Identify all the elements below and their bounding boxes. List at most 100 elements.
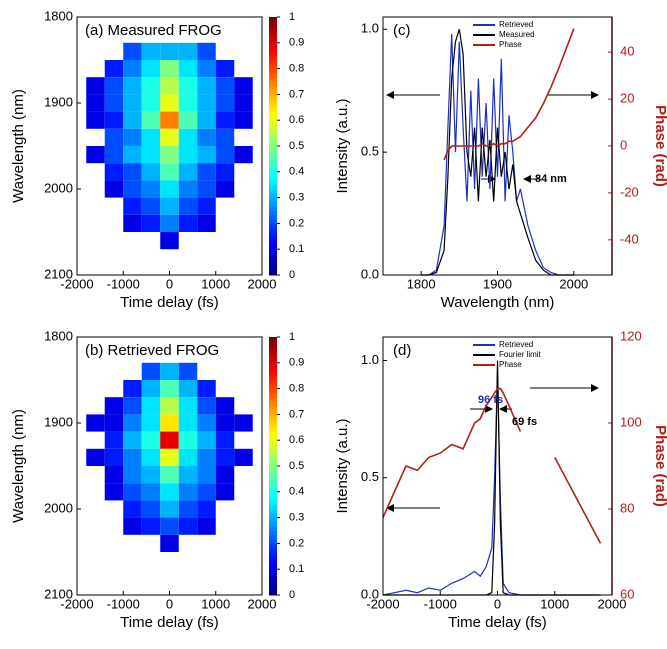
- heat-cell: [123, 500, 142, 518]
- colorbar-label: 0.8: [289, 383, 304, 395]
- heat-cell: [123, 128, 142, 146]
- colorbar-label: 0.1: [289, 563, 304, 575]
- colorbar-segment: [269, 266, 277, 272]
- heat-cell: [141, 448, 161, 466]
- colorbar-segment: [269, 115, 277, 121]
- heat-cell: [104, 77, 124, 95]
- colorbar-segment: [269, 435, 277, 441]
- heat-cell: [141, 362, 161, 380]
- heat-cell: [178, 414, 198, 432]
- colorbar-segment: [269, 133, 277, 138]
- colorbar-label: 0.9: [289, 357, 304, 369]
- colorbar-segment: [269, 513, 277, 519]
- colorbar-segment: [269, 150, 277, 156]
- x-axis-label: Time delay (fs): [120, 294, 219, 311]
- heat-cell: [160, 232, 179, 250]
- heat-cell: [123, 42, 142, 60]
- heat-cell: [141, 414, 161, 432]
- y-tick-label: 1900: [44, 94, 73, 109]
- colorbar-segment: [269, 500, 277, 506]
- heat-cell: [86, 111, 105, 129]
- colorbar-segment: [269, 240, 277, 246]
- colorbar-segment: [269, 371, 277, 377]
- annotation: 84 nm: [535, 173, 567, 185]
- heat-cell: [197, 483, 216, 501]
- colorbar-segment: [269, 444, 277, 450]
- y-axis-label: Intensity (a.u.): [334, 98, 351, 193]
- heat-cell: [178, 146, 198, 164]
- heat-cell: [104, 163, 124, 181]
- colorbar-segment: [269, 504, 277, 510]
- y-tick-label: 1800: [44, 8, 73, 23]
- y-axis-label: Intensity (a.u.): [334, 418, 351, 513]
- y-tick-label: 0.0: [361, 266, 379, 281]
- colorbar-label: 0: [289, 269, 295, 281]
- series-line: [382, 387, 602, 544]
- colorbar-segment: [269, 337, 277, 342]
- y2-tick-label: 120: [620, 328, 642, 343]
- colorbar-label: 0.8: [289, 63, 304, 75]
- colorbar-segment: [269, 367, 277, 372]
- x-tick-label: 1000: [201, 276, 230, 291]
- heat-cell: [160, 380, 179, 398]
- heat-cell: [197, 77, 216, 95]
- y2-tick-label: 60: [620, 586, 634, 601]
- heat-cell: [197, 180, 216, 198]
- annotation: 69 fs: [512, 416, 537, 428]
- heat-cell: [104, 397, 124, 415]
- colorbar-segment: [269, 81, 277, 87]
- colorbar-segment: [269, 380, 277, 385]
- panel-title: (c): [393, 22, 411, 39]
- series-line: [421, 34, 574, 276]
- heat-cell: [86, 448, 105, 466]
- heat-cell: [197, 397, 216, 415]
- colorbar-segment: [269, 487, 277, 493]
- heat-cell: [123, 380, 142, 398]
- heat-cell: [123, 466, 142, 484]
- heat-cell: [104, 128, 124, 146]
- y2-tick-label: 80: [620, 500, 634, 515]
- colorbar-label: 1: [289, 331, 295, 343]
- heat-cell: [160, 146, 179, 164]
- series-line: [421, 29, 574, 276]
- colorbar-segment: [269, 257, 277, 263]
- heat-cell: [197, 94, 216, 112]
- colorbar-segment: [269, 163, 277, 168]
- heat-cell: [215, 414, 235, 432]
- x-tick-label: 0: [494, 596, 501, 611]
- colorbar-segment: [269, 167, 277, 173]
- legend-label: Phase: [499, 40, 522, 49]
- x-tick-label: 1900: [483, 276, 512, 291]
- heat-cell: [178, 197, 198, 215]
- y-tick-label: 2000: [44, 500, 73, 515]
- colorbar-segment: [269, 461, 277, 467]
- colorbar-segment: [269, 448, 277, 454]
- colorbar-segment: [269, 214, 277, 220]
- y-tick-label: 0.5: [361, 469, 379, 484]
- colorbar-segment: [269, 341, 277, 347]
- heat-cell: [141, 197, 161, 215]
- colorbar-segment: [269, 34, 277, 39]
- series-line: [443, 28, 575, 161]
- heat-cell: [141, 146, 161, 164]
- heat-cell: [123, 60, 142, 78]
- heat-cell: [178, 397, 198, 415]
- legend-label: Fourier limit: [499, 350, 542, 359]
- heat-cell: [141, 180, 161, 198]
- y-tick-label: 0.5: [361, 144, 379, 159]
- colorbar-segment: [269, 137, 277, 143]
- colorbar-segment: [269, 470, 277, 476]
- colorbar-segment: [269, 25, 277, 31]
- colorbar-label: 0.4: [289, 166, 304, 178]
- x-tick-label: -2000: [60, 596, 93, 611]
- colorbar-segment: [269, 457, 277, 463]
- heat-cell: [123, 111, 142, 129]
- heat-cell: [160, 214, 179, 232]
- colorbar-label: 0.3: [289, 512, 304, 524]
- colorbar-segment: [269, 496, 277, 501]
- heat-cell: [104, 60, 124, 78]
- colorbar-segment: [269, 560, 277, 566]
- heat-cell: [141, 483, 161, 501]
- colorbar-segment: [269, 51, 277, 57]
- legend-label: Retrieved: [499, 20, 533, 29]
